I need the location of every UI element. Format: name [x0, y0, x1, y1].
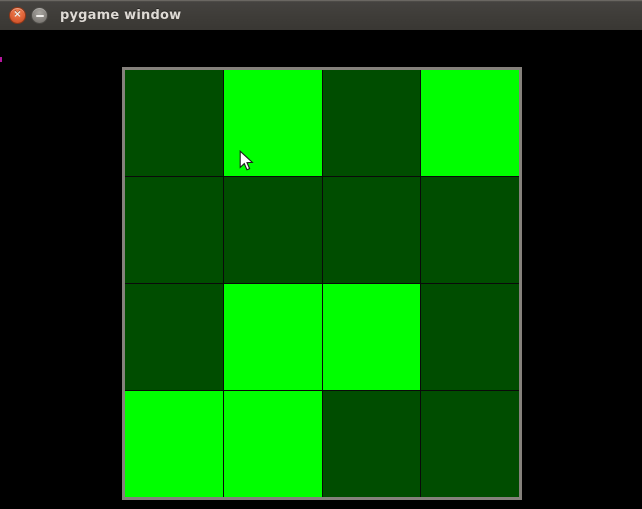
grid-cell-r3-c1[interactable] [223, 391, 322, 497]
grid-cell-r0-c2[interactable] [322, 70, 421, 176]
grid-cell-r1-c0[interactable] [125, 177, 223, 283]
grid-cell-r3-c0[interactable] [125, 391, 223, 497]
close-icon: × [13, 9, 22, 20]
grid-cell-r1-c1[interactable] [223, 177, 322, 283]
grid-cell-r0-c3[interactable] [421, 70, 519, 176]
grid-cell-r2-c3[interactable] [421, 284, 519, 390]
pygame-canvas[interactable] [0, 30, 642, 509]
grid-cell-r2-c2[interactable] [322, 284, 421, 390]
grid-cell-r1-c3[interactable] [421, 177, 519, 283]
minimize-button[interactable] [31, 7, 48, 24]
game-grid-board[interactable] [122, 67, 522, 500]
grid-cell-r3-c2[interactable] [322, 391, 421, 497]
close-button[interactable]: × [9, 7, 26, 24]
window-title: pygame window [60, 8, 182, 23]
window-titlebar: × pygame window [0, 0, 642, 30]
grid-cell-r2-c0[interactable] [125, 284, 223, 390]
grid-cell-r3-c3[interactable] [421, 391, 519, 497]
grid-cell-r2-c1[interactable] [223, 284, 322, 390]
grid-cell-r0-c0[interactable] [125, 70, 223, 176]
grid-cell-r1-c2[interactable] [322, 177, 421, 283]
minimize-icon [35, 14, 44, 17]
grid-cell-r0-c1[interactable] [223, 70, 322, 176]
edge-pixel-artifact [0, 57, 2, 62]
